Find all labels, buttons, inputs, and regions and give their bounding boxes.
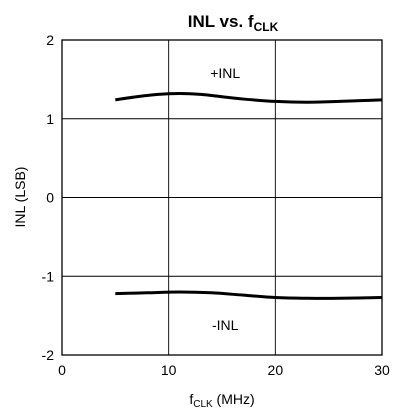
y-tick-label: -2 <box>42 347 55 363</box>
x-axis-label: fCLK (MHz) <box>189 391 254 410</box>
x-tick-label: 0 <box>58 362 66 378</box>
series-lines <box>115 92 383 300</box>
annotations: +INL -INL <box>210 65 240 333</box>
y-tick-label: 0 <box>46 190 54 206</box>
x-tick-label: 10 <box>161 362 177 378</box>
y-axis-label: INL (LSB) <box>12 167 28 228</box>
series-annotation: +INL <box>210 65 240 81</box>
x-tick-label: 30 <box>374 362 390 378</box>
plot-frame <box>61 39 383 356</box>
grid-lines <box>62 40 382 355</box>
y-tick-label: 1 <box>46 111 54 127</box>
y-tick-label: 2 <box>46 32 54 48</box>
chart-title: INL vs. fCLK <box>188 12 279 34</box>
y-tick-label: -1 <box>42 268 55 284</box>
series-annotation: -INL <box>212 317 239 333</box>
series-line-plus-inl <box>115 92 383 104</box>
x-tick-label: 20 <box>268 362 284 378</box>
series-line-minus-inl <box>115 290 383 300</box>
